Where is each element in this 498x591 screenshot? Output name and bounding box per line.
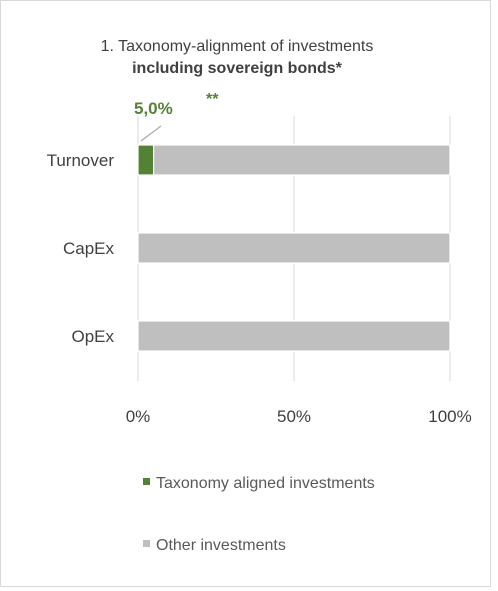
chart-title-line1: 1. Taxonomy-alignment of investments: [101, 38, 374, 55]
annotation-leader-line: [140, 125, 162, 142]
category-label-capex: CapEx: [63, 239, 115, 258]
aligned-value-annotation: 5,0%: [134, 99, 173, 118]
x-tick-label-1: 50%: [277, 407, 311, 426]
bar-turnover-series-0: [137, 144, 155, 176]
bar-turnover-series-1: [153, 144, 451, 176]
x-tick-label-2: 100%: [428, 407, 471, 426]
legend-swatch-other: [143, 540, 150, 547]
bar-capex-series-1: [137, 232, 451, 264]
category-label-opex: OpEx: [71, 327, 114, 346]
chart-frame: Turnover CapEx OpEx 0% 50% 100% 1. Taxonomy-a…: [0, 0, 491, 587]
legend-swatch-aligned: [143, 478, 150, 485]
bar-opex-series-1: [137, 320, 451, 352]
category-label-turnover: Turnover: [47, 151, 115, 170]
footnote-marker: **: [206, 91, 219, 108]
x-tick-label-0: 0%: [126, 407, 151, 426]
legend-label-other: Other investments: [156, 537, 286, 554]
legend-label-aligned: Taxonomy aligned investments: [156, 475, 375, 492]
chart-title-line2: including sovereign bonds*: [132, 60, 343, 77]
taxonomy-alignment-chart: Turnover CapEx OpEx 0% 50% 100% 1. Taxonomy-a…: [47, 38, 472, 554]
